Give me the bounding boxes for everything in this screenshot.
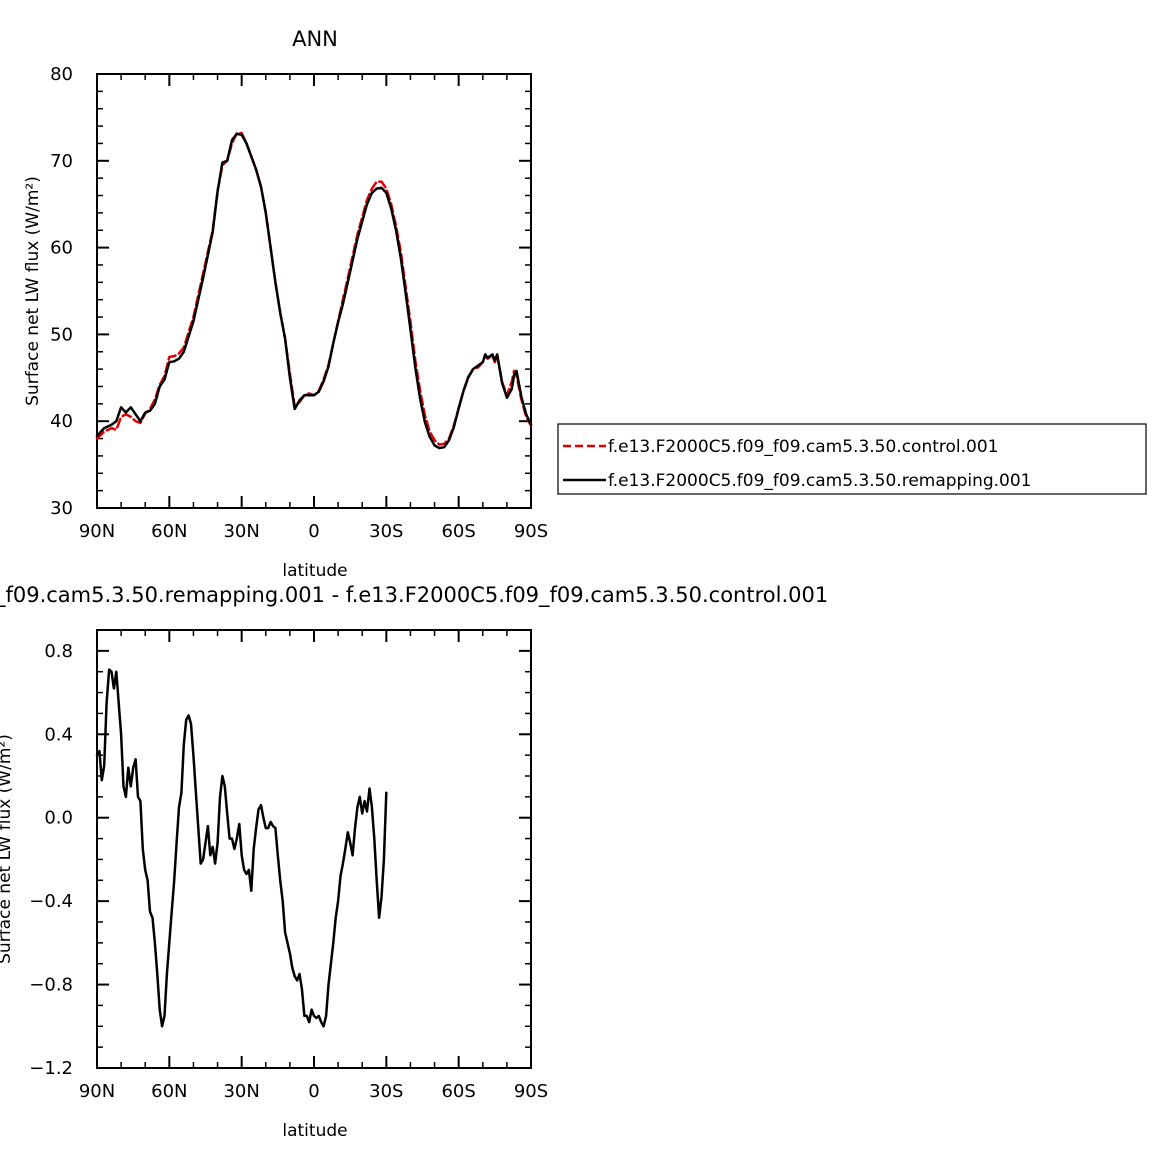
bottom-xtick-label: 90N <box>79 1081 115 1102</box>
top-series-line-1 <box>95 132 533 450</box>
top-xtick-label: 60S <box>441 521 475 542</box>
bottom-xlabel: latitude <box>282 1121 347 1141</box>
bottom-xtick-label: 0 <box>308 1081 319 1102</box>
bottom-ticks <box>96 629 532 1069</box>
bottom-ytick-label: 0.8 <box>44 641 73 662</box>
bottom-series <box>95 668 388 1028</box>
top-xtick-label: 90S <box>514 521 548 542</box>
top-panel: ANN 90N 60N 30N 0 30S 60S 90S 30 40 50 60 70 80 lati… <box>23 27 1147 581</box>
legend-frame <box>557 423 1147 495</box>
top-ytick-label: 70 <box>50 151 73 172</box>
bottom-title: f.e13.F2000C5.f09_f09.cam5.3.50.remappin… <box>0 583 828 608</box>
bottom-panel: f.e13.F2000C5.f09_f09.cam5.3.50.remappin… <box>0 583 828 1141</box>
top-xtick-label: 30N <box>223 521 259 542</box>
bottom-xtick-label: 30S <box>369 1081 403 1102</box>
top-ticks <box>96 73 532 509</box>
top-series <box>95 131 533 450</box>
top-xtick-label: 30S <box>369 521 403 542</box>
top-xlabel: latitude <box>282 561 347 581</box>
top-tick-labels: 90N 60N 30N 0 30S 60S 90S 30 40 50 60 70 80 <box>50 64 548 542</box>
top-xtick-label: 0 <box>308 521 319 542</box>
legend-label-control: f.e13.F2000C5.f09_f09.cam5.3.50.control.… <box>608 437 999 457</box>
legend: f.e13.F2000C5.f09_f09.cam5.3.50.control.… <box>557 423 1147 495</box>
bottom-tick-labels: 90N 60N 30N 0 30S 60S 90S −1.2 −0.8 −0.4 0.0 0.4 0.8 <box>29 641 548 1102</box>
bottom-ytick-label: −1.2 <box>29 1058 73 1079</box>
top-ylabel: Surface net LW flux (W/m²) <box>23 176 43 406</box>
bottom-ytick-label: 0.4 <box>44 724 73 745</box>
bottom-xtick-label: 60N <box>151 1081 187 1102</box>
top-title: ANN <box>292 27 338 51</box>
bottom-ytick-label: 0.0 <box>44 808 73 829</box>
legend-label-remapping: f.e13.F2000C5.f09_f09.cam5.3.50.remappin… <box>608 471 1032 491</box>
bottom-ytick-label: −0.8 <box>29 975 73 996</box>
top-ytick-label: 50 <box>50 324 73 345</box>
bottom-xtick-label: 60S <box>441 1081 475 1102</box>
top-xtick-label: 90N <box>79 521 115 542</box>
top-ytick-label: 40 <box>50 411 73 432</box>
top-xtick-label: 60N <box>151 521 187 542</box>
bottom-ytick-label: −0.4 <box>29 891 73 912</box>
bottom-ylabel: Surface net LW flux (W/m²) <box>0 734 15 964</box>
top-ytick-label: 60 <box>50 238 73 259</box>
top-ytick-label: 30 <box>50 498 73 519</box>
bottom-xtick-label: 30N <box>223 1081 259 1102</box>
bottom-series-line-0 <box>95 668 388 1028</box>
top-ytick-label: 80 <box>50 64 73 85</box>
bottom-xtick-label: 90S <box>514 1081 548 1102</box>
